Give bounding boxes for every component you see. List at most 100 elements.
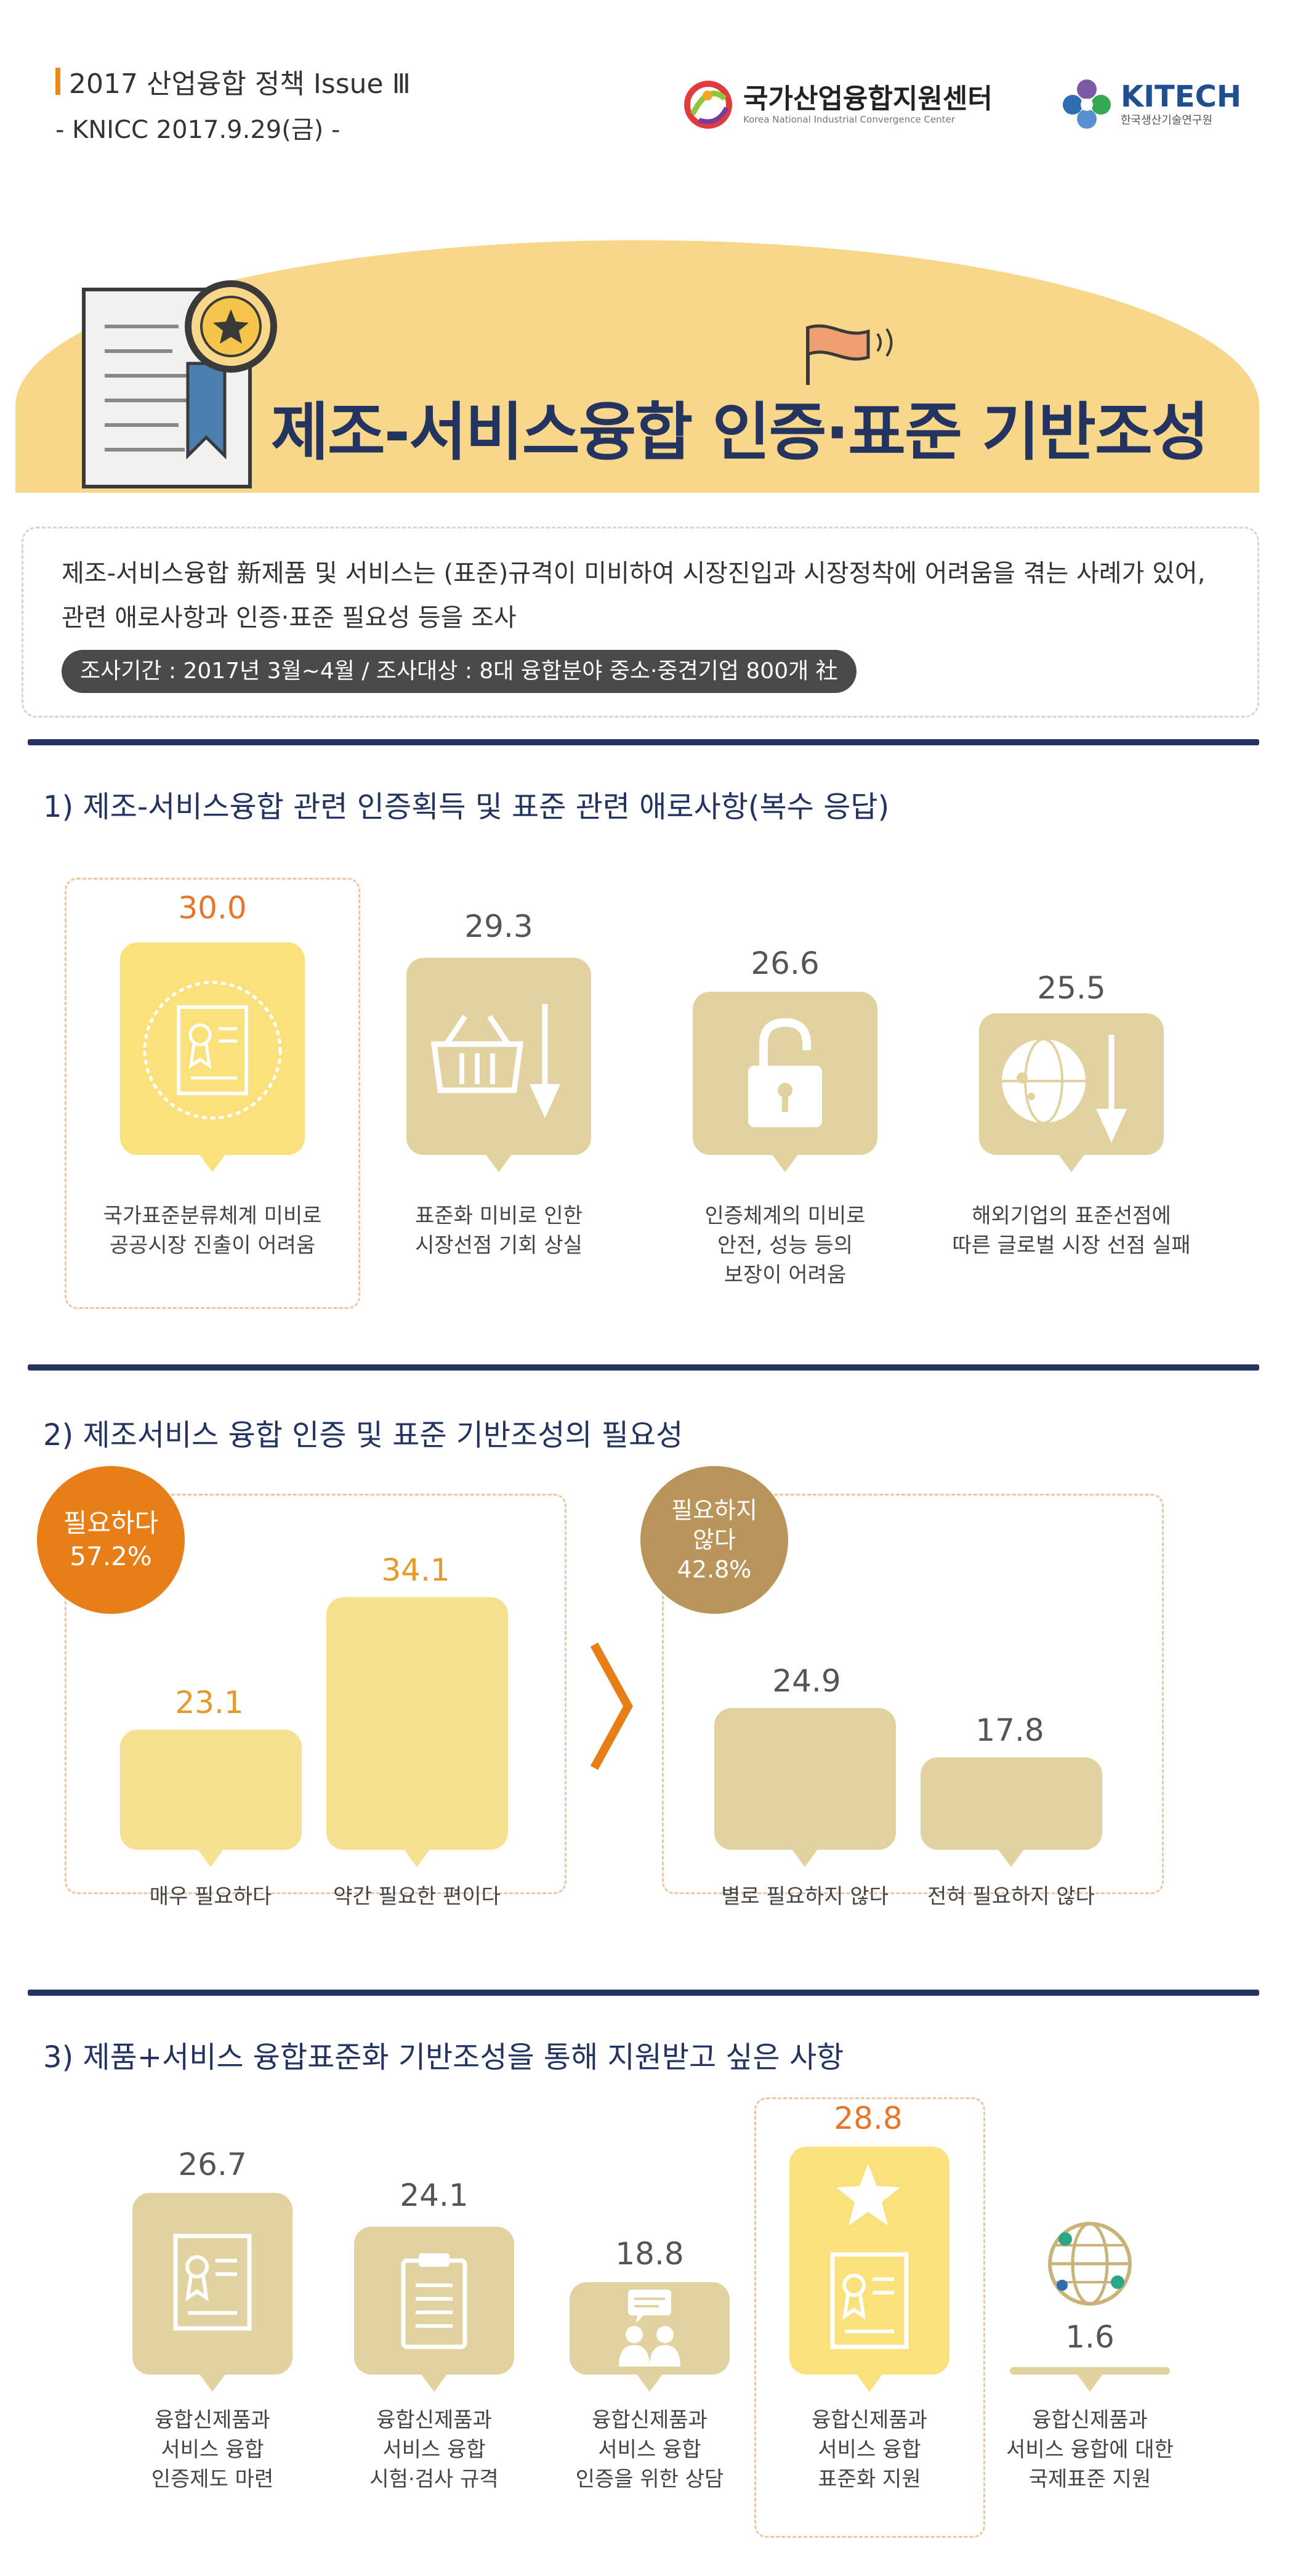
bar-value: 17.8 — [975, 1712, 1044, 1748]
stat-caption: 국가표준분류체계 미비로 공공시장 진출이 어려움 — [77, 1201, 348, 1260]
issue-accent-bar — [55, 68, 60, 95]
stat-value: 30.0 — [178, 890, 247, 926]
need-badge: 필요하다 57.2% — [37, 1466, 185, 1614]
caption-line: 서비스 융합 — [818, 2437, 921, 2462]
knicc-subname: Korea National Industrial Convergence Ce… — [743, 114, 955, 126]
intro-line-1: 제조-서비스융합 新제품 및 서비스는 (표준)규격이 미비하여 시장진입과 시… — [62, 559, 1206, 588]
bar-value: 24.9 — [772, 1663, 841, 1699]
caption-line: 인증을 위한 상담 — [575, 2467, 724, 2492]
stat-caption: 인증체계의 미비로 안전, 성능 등의 보장이 어려움 — [650, 1201, 921, 1290]
bar-pointer — [791, 1849, 818, 1867]
flag-icon — [806, 324, 893, 385]
stat-card-pointer — [856, 2373, 883, 2392]
stat-value: 1.6 — [1065, 2319, 1115, 2355]
certificate-icon — [830, 2252, 909, 2349]
caption-line: 서비스 융합에 대한 — [1006, 2437, 1174, 2462]
stat-value: 29.3 — [464, 909, 533, 944]
clipboard-icon — [401, 2253, 467, 2349]
stat-card — [132, 2193, 292, 2375]
stat-card-pointer — [772, 1154, 799, 1172]
caption-line: 안전, 성능 등의 — [717, 1233, 853, 1258]
section-divider — [28, 1990, 1259, 1996]
caption-line: 서비스 융합 — [598, 2437, 701, 2462]
caption-line: 공공시장 진출이 어려움 — [109, 1233, 316, 1258]
unlock-icon — [748, 1018, 822, 1127]
kitech-logo: KITECH 한국생산기술연구원 — [1059, 77, 1241, 132]
bar-label: 전혀 필요하지 않다 — [927, 1884, 1095, 1909]
stat-value: 25.5 — [1037, 970, 1106, 1006]
caption-line: 인증체계의 미비로 — [704, 1204, 866, 1228]
need-badge-label: 필요하다 — [63, 1508, 159, 1538]
chevron-right-icon — [590, 1642, 633, 1770]
bar — [921, 1757, 1102, 1850]
globe-network-icon — [1048, 2222, 1132, 2306]
knicc-name: 국가산업융합지원센터 — [743, 83, 993, 115]
basket-down-icon — [430, 1004, 560, 1118]
section3-title: 3) 제품+서비스 융합표준화 기반조성을 통해 지원받고 싶은 사항 — [43, 2040, 844, 2075]
stat-value: 26.7 — [178, 2147, 247, 2182]
section2-title: 2) 제조서비스 융합 인증 및 표준 기반조성의 필요성 — [43, 1418, 683, 1452]
bar — [714, 1708, 896, 1850]
section3-highlight-box — [754, 2097, 985, 2538]
caption-line: 표준화 미비로 인한 — [415, 1204, 583, 1228]
need-group-box — [65, 1494, 566, 1894]
caption-line: 인증제도 마련 — [151, 2467, 274, 2492]
stat-value: 24.1 — [400, 2177, 469, 2213]
certificate-icon — [143, 981, 282, 1120]
caption-line: 서비스 융합 — [161, 2437, 264, 2462]
bar-label: 매우 필요하다 — [149, 1884, 272, 1909]
caption-line: 보장이 어려움 — [724, 1263, 847, 1287]
bar — [120, 1730, 302, 1850]
issue-date: - KNICC 2017.9.29(금) - — [55, 116, 341, 144]
kitech-subname: 한국생산기술연구원 — [1121, 114, 1213, 127]
bar-label: 별로 필요하지 않다 — [721, 1884, 889, 1909]
knicc-logo: 국가산업융합지원센터 Korea National Industrial Con… — [680, 77, 993, 132]
caption-line: 융합신제품과 — [155, 2408, 270, 2432]
caption-line: 해외기업의 표준선점에 — [972, 1204, 1171, 1228]
caption-line: 융합신제품과 — [1032, 2408, 1148, 2432]
stat-card-pointer — [485, 1154, 512, 1172]
bar-pointer — [197, 1849, 224, 1867]
not-need-group-box — [662, 1494, 1164, 1894]
bar-pointer — [403, 1849, 430, 1867]
stat-value: 18.8 — [615, 2236, 684, 2272]
stat-caption: 융합신제품과 서비스 융합 인증제도 마련 — [77, 2405, 348, 2494]
section-divider — [28, 1364, 1259, 1371]
caption-line: 국제표준 지원 — [1028, 2467, 1151, 2492]
certificate-award-icon — [82, 280, 277, 488]
section1-title: 1) 제조-서비스융합 관련 인증획득 및 표준 관련 애로사항(복수 응답) — [43, 790, 890, 824]
knicc-logo-icon — [684, 81, 732, 129]
intro-text: 제조-서비스융합 新제품 및 서비스는 (표준)규격이 미비하여 시장진입과 시… — [62, 551, 1244, 640]
caption-line: 시험·검사 규격 — [369, 2467, 499, 2492]
consulting-icon — [619, 2290, 680, 2367]
bar-value: 34.1 — [381, 1552, 450, 1588]
caption-line: 융합신제품과 — [376, 2408, 492, 2432]
stat-caption: 융합신제품과 서비스 융합 표준화 지원 — [734, 2405, 1005, 2494]
need-badge-percent: 57.2% — [70, 1541, 152, 1571]
section1-highlight-box — [65, 878, 360, 1309]
not-need-badge-label: 않다 — [693, 1526, 736, 1553]
stat-caption: 해외기업의 표준선점에 따른 글로벌 시장 선점 실패 — [936, 1201, 1207, 1260]
stat-card-pointer — [1058, 1154, 1085, 1172]
caption-line: 따른 글로벌 시장 선점 실패 — [952, 1233, 1191, 1258]
bar-label: 약간 필요한 편이다 — [333, 1884, 501, 1909]
caption-line: 국가표준분류체계 미비로 — [103, 1204, 322, 1228]
main-title: 제조-서비스융합 인증·표준 기반조성 — [271, 396, 1209, 469]
stat-value: 28.8 — [834, 2100, 903, 2136]
stat-caption: 표준화 미비로 인한 시장선점 기회 상실 — [363, 1201, 634, 1260]
stat-card-pointer — [199, 2373, 226, 2392]
stat-caption: 융합신제품과 서비스 융합 시험·검사 규격 — [299, 2405, 570, 2494]
stat-card-pointer — [636, 2373, 663, 2392]
caption-line: 표준화 지원 — [818, 2467, 921, 2492]
not-need-badge-percent: 42.8% — [677, 1556, 752, 1583]
bar — [326, 1597, 508, 1850]
caption-line: 서비스 융합 — [382, 2437, 486, 2462]
issue-title: 2017 산업융합 정책 Issue Ⅲ — [55, 62, 411, 101]
caption-line: 융합신제품과 — [592, 2408, 707, 2432]
stat-card-pointer — [1076, 2373, 1103, 2392]
not-need-badge: 필요하지 않다 42.8% — [640, 1466, 788, 1614]
stat-card — [1010, 2367, 1170, 2375]
issue-text: 2017 산업융합 정책 Issue Ⅲ — [69, 68, 411, 100]
not-need-badge-label: 필요하지 — [671, 1497, 757, 1524]
bar-pointer — [998, 1849, 1025, 1867]
